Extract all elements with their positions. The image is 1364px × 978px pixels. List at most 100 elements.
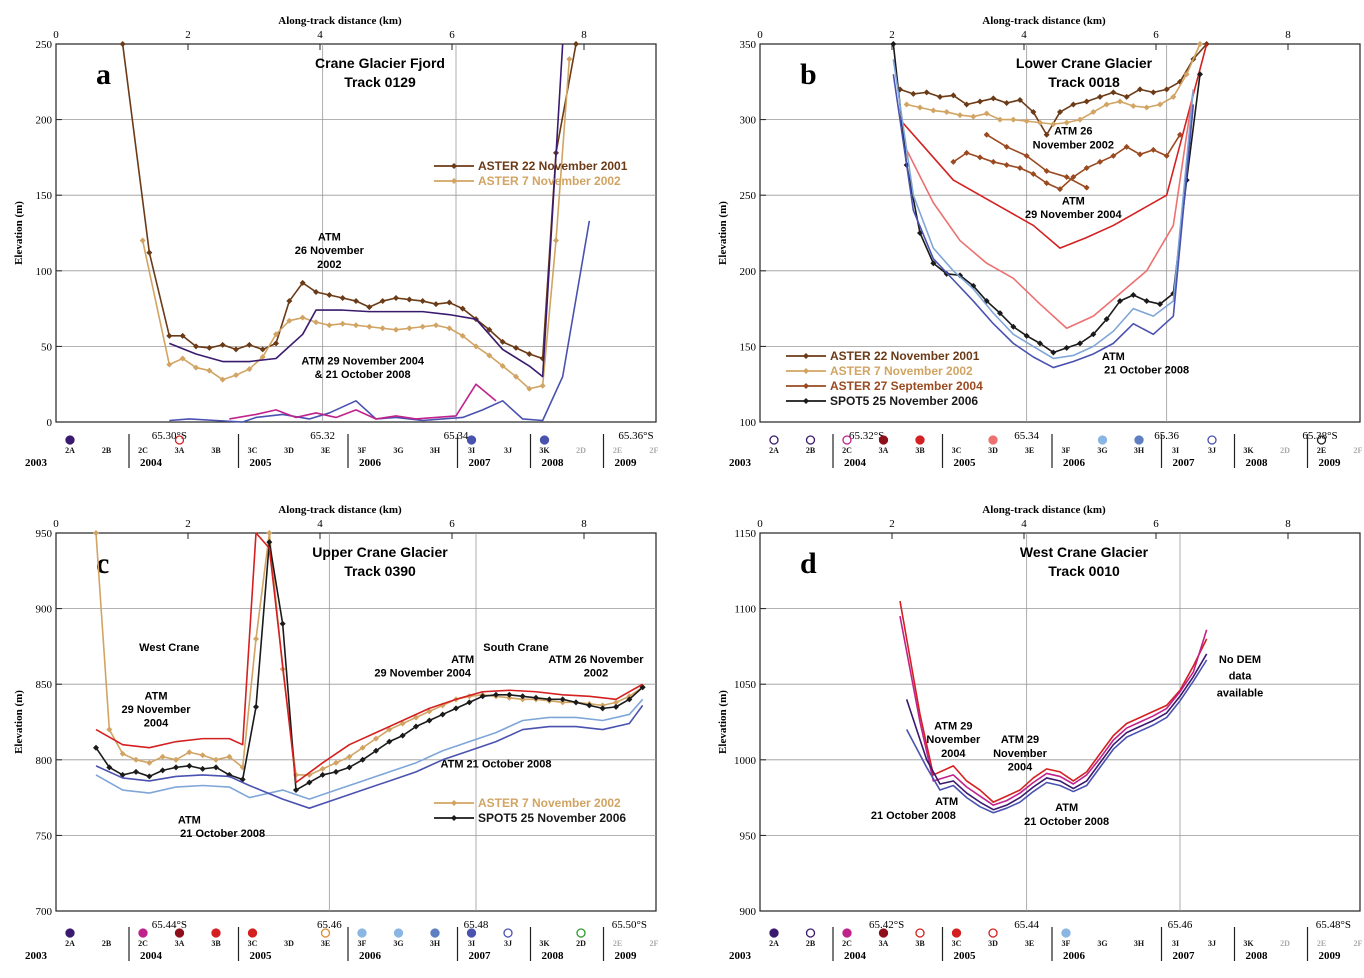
data-point	[133, 756, 139, 763]
timeline-year: 2006	[1063, 457, 1086, 469]
acquisition-marker	[466, 928, 477, 938]
data-point	[419, 323, 426, 330]
data-point	[599, 702, 606, 709]
data-point	[139, 237, 146, 244]
timeline-year: 2003	[25, 950, 48, 962]
bottom-tick-label: 65.32	[310, 430, 335, 442]
acquisition-marker	[988, 435, 998, 445]
annotation: ATM 26	[1054, 126, 1092, 138]
annotation: 29 November	[121, 704, 191, 716]
acquisition-code: 3E	[321, 939, 330, 948]
data-point	[366, 323, 373, 330]
timeline-a: 2A 2B 2C 3A 3B 3C 3D 3E 3F 3G 3H 3I 3J 3K 2D 2E 2F 2003 20…	[25, 434, 659, 469]
data-point	[566, 56, 573, 63]
timeline-year: 2003	[729, 950, 752, 962]
data-point	[286, 298, 293, 305]
top-tick-label: 2	[889, 518, 895, 530]
data-point	[306, 779, 313, 786]
data-point	[273, 331, 279, 338]
series-line	[121, 43, 577, 360]
annotation: November 2002	[1033, 139, 1114, 151]
annotation: 2004	[144, 718, 169, 730]
acquisition-code: 2E	[613, 446, 622, 455]
data-point	[533, 694, 539, 701]
data-point	[1023, 152, 1030, 159]
acquisition-code: 3G	[1097, 939, 1107, 948]
timeline-year: 2008	[1246, 457, 1269, 469]
timeline-year: 2003	[25, 457, 48, 469]
data-point	[206, 367, 213, 374]
acquisition-code: 2A	[769, 446, 779, 455]
annotation: ATM	[144, 690, 167, 702]
annotation: ATM	[935, 796, 958, 808]
top-tick-label: 2	[889, 29, 895, 41]
y-axis-title: Elevation (m)	[13, 690, 25, 754]
data-point	[977, 98, 983, 105]
panel-title: Crane Glacier Fjord	[315, 55, 445, 71]
data-point	[393, 295, 399, 302]
data-point	[1063, 119, 1070, 126]
acquisition-code: 3J	[1208, 939, 1216, 948]
acquisition-code: 3J	[1208, 446, 1216, 455]
acquisition-marker	[1061, 928, 1071, 938]
data-point	[193, 364, 199, 371]
data-point	[1030, 171, 1037, 178]
y-tick-label: 1100	[734, 604, 756, 616]
acquisition-marker	[138, 928, 148, 938]
acquisition-marker	[805, 928, 816, 938]
timeline-year: 2004	[844, 950, 867, 962]
data-point	[1017, 96, 1023, 103]
timeline-year: 2005	[954, 950, 977, 962]
y-tick-label: 900	[740, 906, 757, 918]
data-point	[1010, 116, 1017, 123]
top-axis-title: Along-track distance (km)	[278, 504, 402, 516]
y-axis-title: Elevation (m)	[717, 690, 729, 754]
data-point	[930, 107, 937, 114]
acquisition-code: 2C	[138, 939, 148, 948]
data-point	[453, 705, 459, 712]
data-point	[346, 764, 353, 771]
data-point	[903, 101, 910, 108]
acquisition-marker	[65, 928, 75, 938]
annotation: 21 October 2008	[871, 810, 956, 822]
data-point	[359, 756, 366, 763]
data-point	[259, 346, 266, 353]
data-point	[1057, 186, 1063, 193]
data-point	[173, 756, 179, 763]
top-tick-label: 8	[1285, 518, 1291, 530]
data-point	[499, 363, 506, 370]
bottom-tick-label: 65.46	[317, 919, 342, 931]
series-line	[95, 704, 644, 809]
annotation: ATM	[318, 232, 341, 244]
legend-marker	[451, 163, 457, 169]
y-tick-label: 100	[36, 266, 53, 278]
annotation: ATM 29	[934, 721, 972, 733]
series-line	[899, 616, 1208, 806]
data-point	[1090, 109, 1097, 116]
data-point	[399, 732, 406, 739]
acquisition-code: 3B	[915, 446, 925, 455]
acquisition-code: 2A	[769, 939, 779, 948]
series-line	[229, 383, 497, 420]
data-point	[1057, 109, 1063, 116]
series-line	[95, 532, 644, 784]
acquisition-marker	[65, 435, 75, 445]
annotation: South Crane	[483, 642, 548, 654]
timeline-year: 2007	[469, 950, 492, 962]
legend-label: ASTER 22 November 2001	[478, 159, 628, 173]
data-point	[233, 372, 239, 379]
annotation: 2002	[584, 668, 608, 680]
data-point	[479, 693, 486, 700]
annotation: ATM	[1055, 802, 1078, 814]
data-point	[319, 765, 326, 772]
data-point	[1037, 119, 1043, 126]
bottom-tick-label: 65.46	[1168, 919, 1193, 931]
acquisition-code: 3E	[321, 446, 330, 455]
acquisition-code: 3F	[358, 446, 367, 455]
data-point	[179, 332, 186, 339]
data-point	[406, 325, 413, 332]
data-point	[1077, 116, 1083, 123]
data-point	[353, 298, 359, 305]
data-point	[213, 764, 219, 771]
acquisition-code: 3K	[1243, 446, 1254, 455]
